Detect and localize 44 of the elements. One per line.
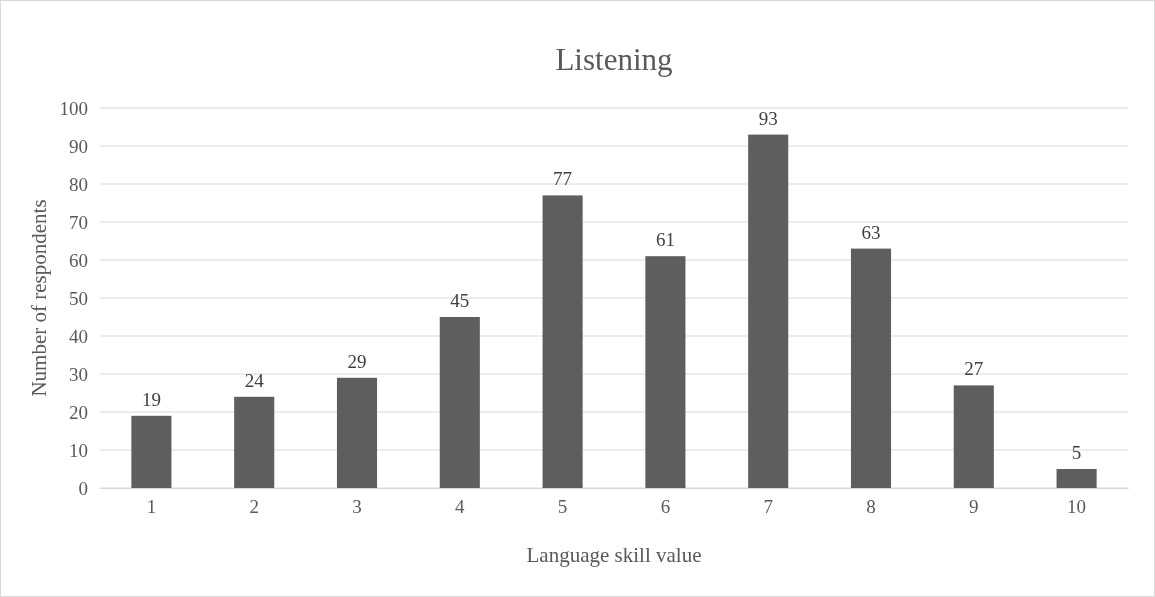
- y-tick-label: 70: [69, 211, 88, 233]
- data-label: 5: [1071, 442, 1082, 463]
- bar: [336, 377, 378, 488]
- bar: [439, 317, 480, 488]
- y-tick-label: 30: [69, 363, 88, 385]
- data-label: 77: [553, 168, 573, 190]
- x-axis-title: Language skill value: [526, 543, 702, 567]
- chart-title: Listening: [555, 42, 673, 77]
- x-tick-label: 9: [969, 496, 979, 518]
- y-tick-label: 50: [69, 287, 88, 309]
- x-tick-label: 5: [557, 496, 568, 518]
- x-tick-label: 3: [352, 496, 362, 518]
- bar: [131, 415, 172, 488]
- data-label: 24: [244, 369, 265, 391]
- bar: [748, 134, 789, 488]
- x-tick-label: 6: [660, 496, 671, 518]
- x-tick-label: 10: [1067, 496, 1087, 518]
- x-tick-label: 8: [866, 496, 876, 518]
- y-tick-label: 80: [69, 173, 88, 195]
- y-tick-label: 90: [69, 135, 88, 157]
- x-tick-label: 7: [763, 496, 773, 518]
- y-tick-label: 40: [69, 325, 88, 347]
- y-tick-label: 0: [78, 477, 88, 499]
- bar: [953, 385, 994, 488]
- x-tick-label: 2: [249, 496, 259, 518]
- y-tick-label: 10: [69, 439, 88, 461]
- bar: [542, 195, 583, 488]
- bar: [850, 248, 892, 488]
- x-tick-label: 4: [455, 496, 466, 518]
- bar: [645, 256, 686, 488]
- data-label: 45: [450, 290, 470, 311]
- y-tick-label: 100: [59, 97, 88, 119]
- y-axis-title: Number of respondents: [27, 199, 51, 397]
- data-label: 19: [141, 388, 161, 410]
- bar: [1056, 469, 1097, 488]
- x-tick-label: 1: [146, 496, 157, 518]
- data-label: 27: [964, 358, 984, 380]
- bar: [234, 396, 275, 488]
- y-tick-label: 60: [69, 249, 88, 271]
- data-label: 29: [347, 350, 367, 372]
- data-label: 63: [861, 221, 881, 243]
- data-label: 93: [758, 107, 778, 129]
- y-tick-label: 20: [69, 401, 88, 423]
- data-label: 61: [655, 229, 675, 251]
